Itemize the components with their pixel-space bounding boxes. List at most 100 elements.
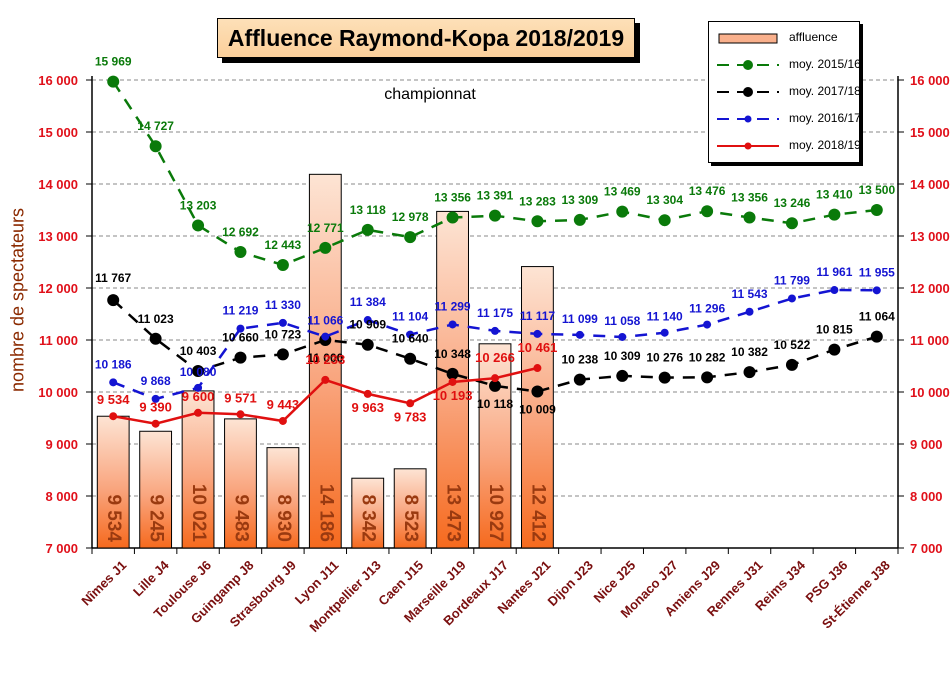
legend-line-dot-icon <box>717 115 779 123</box>
legend-label: moy. 2016/17 <box>789 111 861 125</box>
data-point <box>743 211 756 224</box>
data-point <box>151 419 160 428</box>
data-label: 10 233 <box>305 352 345 367</box>
data-point <box>870 204 883 216</box>
data-point <box>278 318 287 327</box>
data-label: 10 193 <box>433 388 473 403</box>
data-label: 11 066 <box>307 314 343 328</box>
data-label: 10 009 <box>519 403 556 417</box>
x-tick-label: Nîmes J1 <box>78 558 129 609</box>
y-tick-label-left: 15 000 <box>38 125 78 140</box>
data-point <box>573 213 586 226</box>
data-point <box>406 399 415 408</box>
bar-value-label: 13 473 <box>443 484 464 542</box>
data-label: 12 443 <box>265 238 302 252</box>
data-label: 11 140 <box>647 310 683 324</box>
data-point <box>489 379 501 392</box>
data-point <box>830 286 839 295</box>
data-label: 13 469 <box>604 185 641 199</box>
legend-item-2015-16: moy. 2015/16 <box>717 55 861 75</box>
data-point <box>872 286 881 295</box>
data-label: 10 640 <box>392 332 429 346</box>
data-point <box>533 364 542 373</box>
data-label: 10 266 <box>475 350 515 365</box>
data-point <box>660 328 669 337</box>
data-label: 10 186 <box>95 357 132 371</box>
data-point <box>531 385 544 398</box>
data-point <box>785 358 798 371</box>
bar-value-label: 9 534 <box>103 494 124 542</box>
data-label: 9 534 <box>97 392 130 407</box>
data-point <box>531 215 544 228</box>
bar <box>393 468 427 549</box>
y-tick-label-left: 14 000 <box>38 177 78 192</box>
data-label: 11 058 <box>604 314 640 328</box>
legend-label: affluence <box>789 30 838 44</box>
data-label: 13 356 <box>434 190 471 204</box>
bar-value-label: 8 523 <box>400 494 421 542</box>
data-label: 11 299 <box>435 299 471 313</box>
data-label: 11 296 <box>689 302 725 316</box>
data-point <box>787 294 796 303</box>
y-tick-label-left: 11 000 <box>39 333 78 348</box>
legend-item-affluence: affluence <box>717 28 857 48</box>
data-label: 10 348 <box>434 347 471 361</box>
y-tick-label-right: 10 000 <box>910 385 950 400</box>
chart-subtitle: championnat <box>384 86 476 103</box>
bar <box>139 430 173 549</box>
data-label: 10 382 <box>731 345 768 359</box>
series-lines <box>107 75 883 428</box>
data-label: 9 600 <box>182 389 215 404</box>
bar-value-label: 14 186 <box>315 484 336 542</box>
data-label: 11 961 <box>816 265 852 279</box>
bar <box>308 173 342 549</box>
data-point <box>491 374 499 383</box>
data-labels: 15 969 14 727 13 203 12 692 12 443 12 771 13 1… <box>95 55 896 425</box>
data-label: 10 276 <box>646 351 683 365</box>
data-point <box>151 394 160 403</box>
data-point <box>406 330 415 339</box>
y-tick-label-right: 7 000 <box>910 541 943 556</box>
data-label: 11 064 <box>859 310 895 324</box>
data-label: 13 246 <box>774 196 811 210</box>
y-tick-label-right: 14 000 <box>910 177 950 192</box>
data-label: 12 692 <box>222 225 259 239</box>
data-point <box>276 348 289 361</box>
data-point <box>192 219 205 232</box>
data-label: 10 403 <box>180 344 217 358</box>
y-tick-label-left: 7 000 <box>45 541 78 556</box>
bar <box>224 418 257 549</box>
legend: affluence moy. 2015/16 moy. 2017/18 moy.… <box>708 21 861 163</box>
legend-item-2017-18: moy. 2017/18 <box>717 82 861 102</box>
y-tick-label-right: 12 000 <box>910 281 950 296</box>
data-point <box>870 330 883 343</box>
data-label: 11 384 <box>350 295 386 309</box>
bar-value-label: 8 930 <box>273 494 294 542</box>
data-point <box>446 211 459 224</box>
data-label: 13 476 <box>689 184 726 198</box>
data-label: 12 978 <box>392 210 429 224</box>
data-label: 12 771 <box>307 221 344 235</box>
data-point <box>616 369 629 382</box>
chart-title: Affluence Raymond-Kopa 2018/2019 <box>217 18 635 58</box>
bar <box>181 390 215 549</box>
data-label: 10 461 <box>518 340 558 355</box>
data-point <box>109 378 118 387</box>
data-point <box>321 332 330 341</box>
data-label: 9 390 <box>139 400 172 415</box>
data-label: 11 117 <box>520 309 556 323</box>
data-label: 10 238 <box>561 353 598 367</box>
data-label: 11 330 <box>265 298 301 312</box>
data-label: 13 500 <box>858 183 895 197</box>
data-point <box>743 366 756 379</box>
data-point <box>107 75 120 88</box>
data-label: 11 219 <box>222 304 258 318</box>
data-point <box>361 223 374 236</box>
data-point <box>745 307 754 316</box>
legend-item-2018-19: moy. 2018/19 <box>717 136 861 156</box>
data-point <box>194 408 203 417</box>
data-label: 11 955 <box>859 265 895 279</box>
data-label: 11 175 <box>477 306 513 320</box>
data-point <box>828 208 841 221</box>
